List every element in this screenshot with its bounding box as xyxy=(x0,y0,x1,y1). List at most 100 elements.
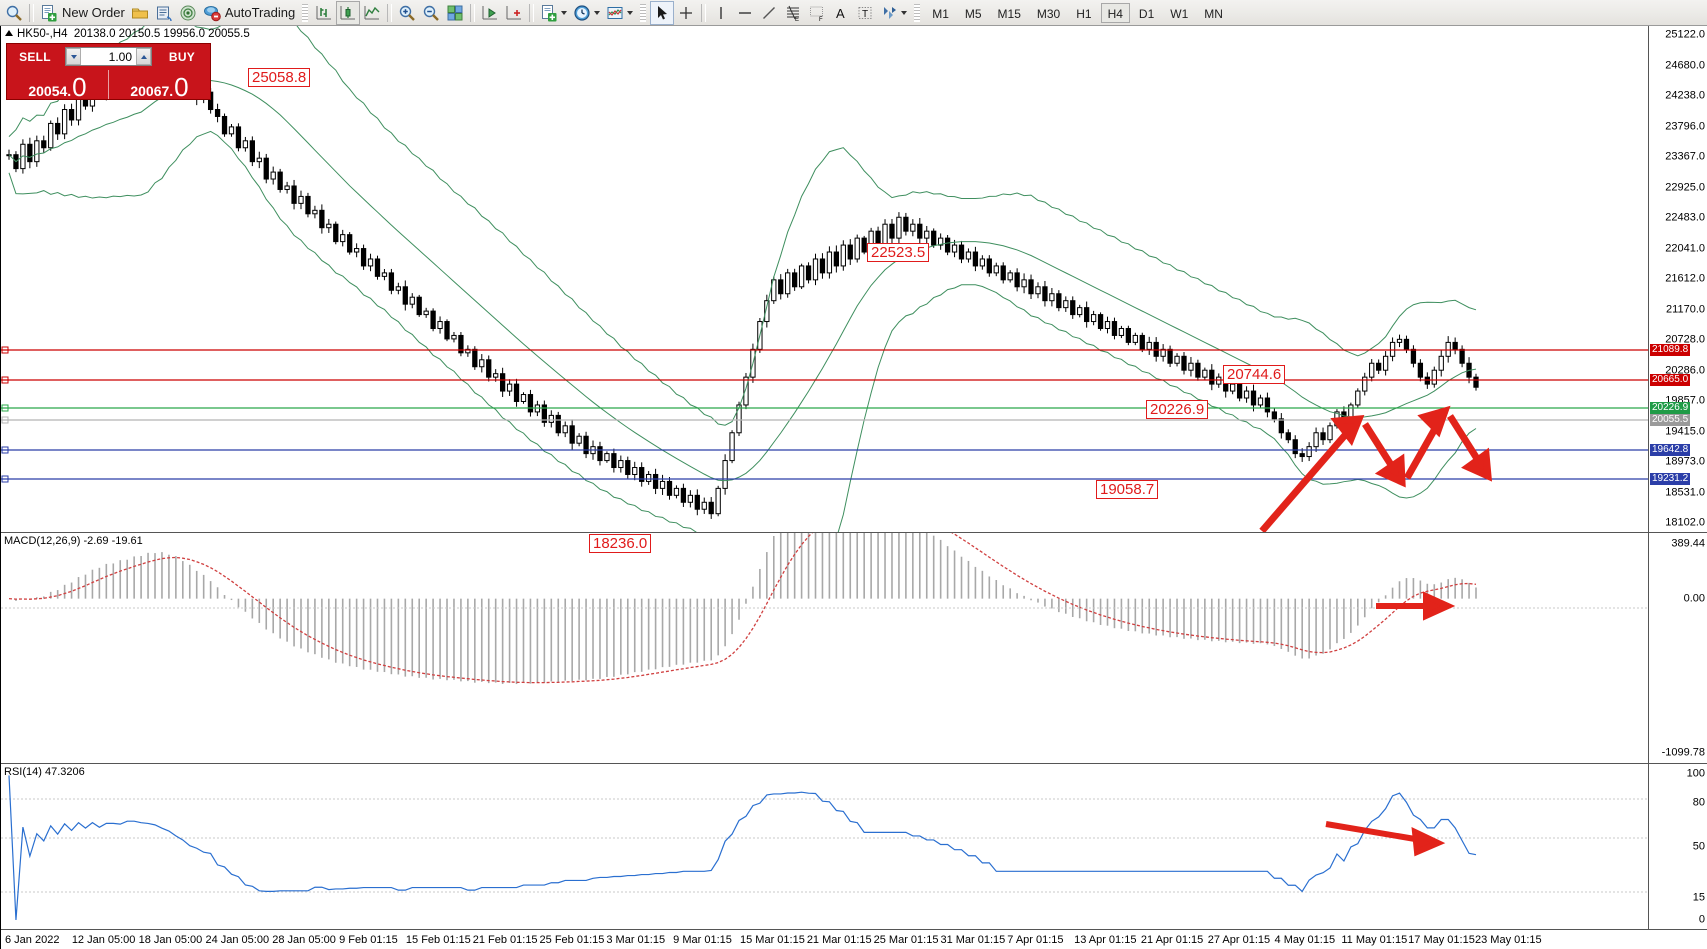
tile-windows-button[interactable] xyxy=(443,1,467,25)
trendline-button[interactable] xyxy=(757,1,781,25)
bar-chart-icon xyxy=(315,4,333,22)
timeframe-m5[interactable]: M5 xyxy=(964,6,982,21)
autotrading-button[interactable]: AutoTrading xyxy=(200,1,298,25)
news-icon xyxy=(155,4,173,22)
time-tick-label: 21 Apr 01:15 xyxy=(1140,934,1204,946)
annotation-label[interactable]: 20744.6 xyxy=(1223,365,1286,384)
price-pane[interactable]: HK50-,H4 20138.0 20150.5 19956.0 20055.5… xyxy=(1,26,1707,553)
one-click-trading-panel[interactable]: SELL 1.00 BUY 20054. 0 20067. 0 xyxy=(6,43,211,100)
chart-symbol-header: HK50-,H4 20138.0 20150.5 19956.0 20055.5 xyxy=(5,28,250,40)
time-tick-label: 15 Mar 01:15 xyxy=(740,934,805,946)
horizontal-line-button[interactable] xyxy=(733,1,757,25)
price-tick-label: 22925.0 xyxy=(1665,181,1705,194)
triangle-up-icon xyxy=(5,30,13,36)
rsi-tick-label: 80 xyxy=(1692,796,1705,809)
metaquotes-button[interactable] xyxy=(176,1,200,25)
indicator-button[interactable] xyxy=(603,1,636,25)
time-tick-label: 11 May 01:15 xyxy=(1341,934,1408,946)
rsi-forecast-arrow xyxy=(1325,821,1446,857)
period-button[interactable] xyxy=(570,1,603,25)
time-tick-label: 31 Mar 01:15 xyxy=(940,934,1006,946)
timeframe-h1[interactable]: H1 xyxy=(1076,6,1092,21)
annotation-label[interactable]: 25058.8 xyxy=(248,68,311,87)
zoom-out-icon xyxy=(422,4,440,22)
zoom-find-icon[interactable] xyxy=(2,1,26,25)
cursor-button[interactable] xyxy=(650,0,675,25)
text-button[interactable]: T xyxy=(853,1,877,25)
svg-text:A: A xyxy=(836,6,845,21)
chevron-down-icon[interactable] xyxy=(901,10,908,15)
buy-price-separator: . xyxy=(169,83,174,99)
rsi-pane[interactable]: RSI(14) 47.3206 100 80 50 15 0 xyxy=(1,763,1707,930)
volume-increase-button[interactable] xyxy=(136,48,151,65)
template-button[interactable] xyxy=(537,1,570,25)
toolbar-grip[interactable] xyxy=(640,3,647,22)
toolbar-grip[interactable] xyxy=(914,3,921,22)
volume-decrease-button[interactable] xyxy=(66,48,81,65)
zoom-out-button[interactable] xyxy=(419,1,443,25)
crosshair-icon xyxy=(677,4,695,22)
time-tick-label: 9 Feb 01:15 xyxy=(339,934,398,946)
new-order-button[interactable]: New Order xyxy=(37,1,128,25)
timeframe-m30[interactable]: M30 xyxy=(1036,6,1061,21)
buy-price-integer: 20067 xyxy=(130,83,170,99)
time-axis[interactable]: 6 Jan 2022 12 Jan 05:00 18 Jan 05:00 24 Jan… xyxy=(1,929,1707,949)
vertical-line-button[interactable] xyxy=(709,1,733,25)
chart-shift-button[interactable] xyxy=(478,1,502,25)
text-label-icon: A xyxy=(832,4,850,22)
price-tick-label: 24238.0 xyxy=(1665,89,1705,102)
annotation-label[interactable]: 22523.5 xyxy=(867,243,930,262)
macd-axis[interactable]: 389.44 0.00 -1099.78 xyxy=(1648,533,1707,764)
chevron-down-icon[interactable] xyxy=(627,10,634,15)
trendline-icon xyxy=(760,4,778,22)
candle-chart-button[interactable] xyxy=(336,0,361,25)
time-tick-label: 25 Mar 01:15 xyxy=(873,934,939,946)
shapes-button[interactable] xyxy=(877,1,910,25)
time-tick-label: 9 Mar 01:15 xyxy=(673,934,732,946)
macd-tick-label: 389.44 xyxy=(1671,537,1705,550)
time-tick-label: 23 May 01:15 xyxy=(1475,934,1542,946)
volume-value[interactable]: 1.00 xyxy=(108,49,132,64)
rsi-tick-label: 15 xyxy=(1692,891,1705,904)
equidistant-channel-icon: F xyxy=(808,4,826,23)
crosshair-button[interactable] xyxy=(674,1,698,25)
time-tick-label: 28 Jan 05:00 xyxy=(272,934,336,946)
buy-price[interactable]: 20067. 0 xyxy=(108,70,210,100)
fibonacci-button[interactable]: E xyxy=(781,1,805,25)
price-chart-svg xyxy=(1,26,1648,532)
timeframe-w1[interactable]: W1 xyxy=(1170,6,1189,21)
chevron-down-icon[interactable] xyxy=(561,10,568,15)
equidistant-channel-button[interactable]: F xyxy=(805,1,829,25)
time-tick-label: 13 Apr 01:15 xyxy=(1074,934,1137,946)
rsi-axis[interactable]: 100 80 50 15 0 xyxy=(1648,764,1707,930)
fibonacci-icon: E xyxy=(784,4,802,23)
line-chart-button[interactable] xyxy=(360,1,384,25)
rsi-tick-label: 50 xyxy=(1692,840,1705,853)
toolbar-grip[interactable] xyxy=(302,3,309,22)
text-label-button[interactable]: A xyxy=(829,1,853,25)
sell-price[interactable]: 20054. 0 xyxy=(7,70,108,100)
folder-button[interactable] xyxy=(128,1,152,25)
timeframe-d1[interactable]: D1 xyxy=(1138,6,1155,21)
timeframe-m15[interactable]: M15 xyxy=(997,6,1021,21)
macd-pane[interactable]: MACD(12,26,9) -2.69 -19.61 389.44 0.00 -10… xyxy=(1,532,1707,764)
annotation-label[interactable]: 19058.7 xyxy=(1096,480,1159,499)
timeframe-mn[interactable]: MN xyxy=(1204,6,1223,21)
zoom-in-button[interactable] xyxy=(395,1,419,25)
price-tick-label: 21170.0 xyxy=(1666,303,1705,316)
annotation-label[interactable]: 18236.0 xyxy=(589,534,652,553)
time-tick-label: 15 Feb 01:15 xyxy=(405,934,471,946)
sell-button[interactable]: SELL xyxy=(7,44,63,70)
price-tick-label: 18531.0 xyxy=(1665,486,1705,499)
timeframe-h4[interactable]: H4 xyxy=(1100,2,1130,23)
annotation-label[interactable]: 20226.9 xyxy=(1146,400,1209,419)
chart-autoscroll-button[interactable] xyxy=(502,1,526,25)
news-button[interactable] xyxy=(152,1,176,25)
buy-button[interactable]: BUY xyxy=(154,44,210,70)
chart-area[interactable]: HK50-,H4 20138.0 20150.5 19956.0 20055.5… xyxy=(0,26,1707,949)
price-axis[interactable]: 25122.0 24680.0 24238.0 23796.0 23367.0 22925… xyxy=(1648,26,1707,532)
chevron-down-icon[interactable] xyxy=(594,10,601,15)
timeframe-m1[interactable]: M1 xyxy=(932,6,949,21)
bar-chart-button[interactable] xyxy=(312,1,336,25)
volume-stepper[interactable]: 1.00 xyxy=(65,47,152,66)
